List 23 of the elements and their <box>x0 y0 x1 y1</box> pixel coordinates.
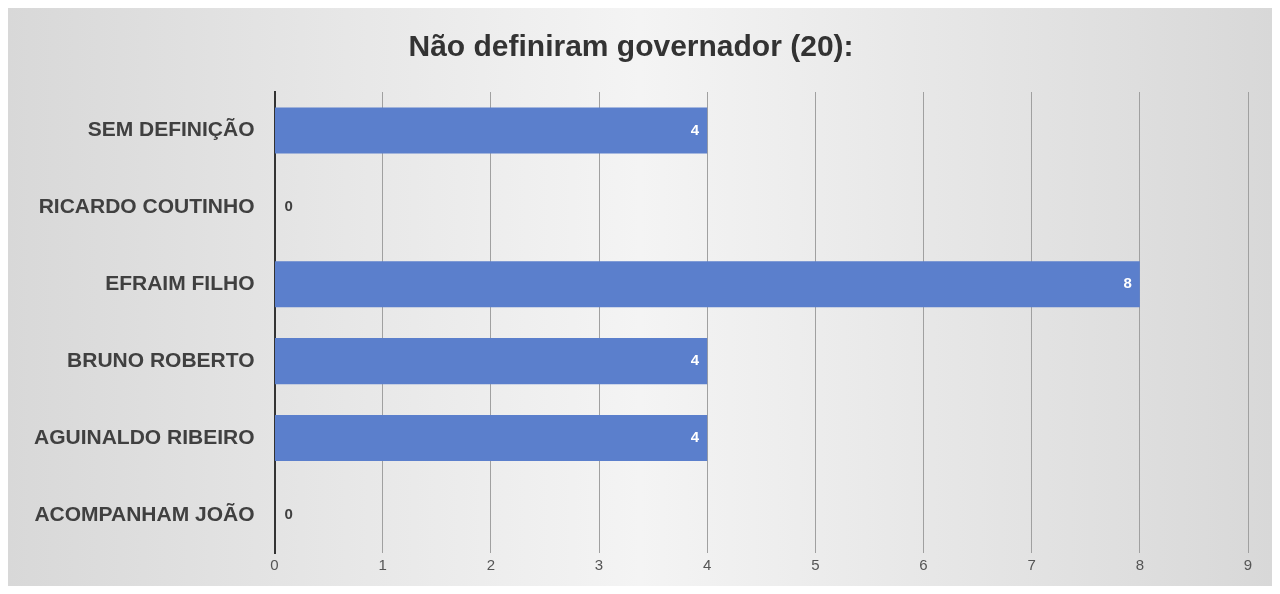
x-tick-label: 7 <box>1027 555 1036 573</box>
x-tick-label: 6 <box>919 555 928 573</box>
data-label: 4 <box>690 428 700 446</box>
data-label: 8 <box>1123 274 1132 292</box>
y-tick-label: RICARDO COUTINHO <box>38 194 255 218</box>
chart-title: Não definiram governador (20): <box>408 29 854 63</box>
x-tick-label: 2 <box>486 555 496 573</box>
x-tick-label: 1 <box>378 555 387 573</box>
x-tick-label: 5 <box>811 555 820 573</box>
data-label: 0 <box>284 197 293 215</box>
x-tick-label: 8 <box>1135 555 1145 573</box>
x-tick-label: 9 <box>1243 555 1253 573</box>
y-tick-label: EFRAIM FILHO <box>105 271 255 295</box>
y-tick-label: AGUINALDO RIBEIRO <box>34 424 255 448</box>
y-tick-label: ACOMPANHAM JOÃO <box>34 501 255 525</box>
y-tick-label: SEM DEFINIÇÃO <box>87 117 255 141</box>
data-label: 4 <box>690 120 700 138</box>
x-tick-label: 3 <box>594 555 604 573</box>
x-tick-label: 0 <box>270 555 279 573</box>
data-label: 0 <box>284 505 293 523</box>
x-tick-label: 4 <box>702 555 712 573</box>
data-label: 4 <box>690 351 700 369</box>
y-tick-label: BRUNO ROBERTO <box>67 347 255 371</box>
